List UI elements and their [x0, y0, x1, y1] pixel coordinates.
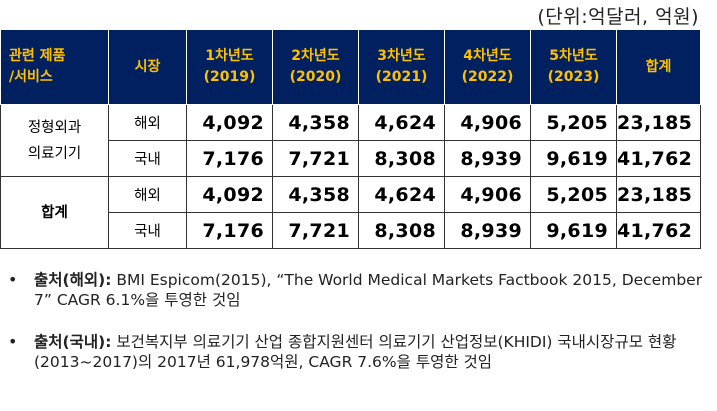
header-year-4: 4차년도 (2022)	[444, 29, 531, 105]
header-year-1: 1차년도 (2019)	[186, 29, 273, 105]
value-cell: 7,721	[272, 140, 359, 177]
header-year-5: 5차년도 (2023)	[530, 29, 617, 105]
table-row: 합계 해외 4,092 4,358 4,624 4,906 5,205 23,1…	[0, 176, 701, 249]
total-cell: 41,762	[616, 212, 701, 249]
value-cell: 5,205	[530, 104, 617, 141]
header-year-value: (2022)	[461, 69, 514, 85]
header-year-label: 1차년도	[205, 48, 254, 64]
value-cell: 8,939	[444, 212, 531, 249]
total-cell: 23,185	[616, 176, 701, 213]
total-cell: 41,762	[616, 140, 701, 177]
unit-caption: (단위:억달러, 억원)	[537, 6, 699, 28]
header-total: 합계	[616, 29, 701, 105]
value-cell: 9,619	[530, 212, 617, 249]
header-year-3: 3차년도 (2021)	[358, 29, 445, 105]
note-text: 출처(국내): 보건복지부 의료기기 산업 종합지원센터 의료기기 산업정보(K…	[34, 332, 708, 372]
product-cell-total: 합계	[0, 176, 109, 249]
header-product-line1: 관련 제품	[9, 48, 66, 64]
header-year-label: 4차년도	[463, 48, 512, 64]
market-size-table: 관련 제품 /서비스 시장 1차년도 (2019) 2차년도 (2020) 3차…	[0, 29, 701, 249]
note-body: 보건복지부 의료기기 산업 종합지원센터 의료기기 산업정보(KHIDI) 국내…	[34, 333, 677, 371]
note-overseas-source: • 출처(해외): BMI Espicom(2015), “The World …	[8, 270, 708, 310]
value-cell: 4,358	[272, 104, 359, 141]
bullet-icon: •	[8, 270, 18, 289]
header-year-value: (2023)	[547, 69, 600, 85]
value-cell: 7,176	[186, 212, 273, 249]
market-cell: 국내	[108, 140, 187, 177]
value-cell: 5,205	[530, 176, 617, 213]
value-cell: 4,092	[186, 176, 273, 213]
header-year-value: (2020)	[289, 69, 342, 85]
value-cell: 4,624	[358, 104, 445, 141]
value-cell: 4,624	[358, 176, 445, 213]
header-year-value: (2019)	[203, 69, 256, 85]
header-market: 시장	[108, 29, 187, 105]
table-row: 국내 7,176 7,721 8,308 8,939 9,619 41,762	[1, 212, 701, 249]
value-cell: 7,176	[186, 140, 273, 177]
note-text: 출처(해외): BMI Espicom(2015), “The World Me…	[34, 270, 708, 310]
value-cell: 8,308	[358, 212, 445, 249]
note-body: BMI Espicom(2015), “The World Medical Ma…	[34, 271, 703, 309]
value-cell: 8,308	[358, 140, 445, 177]
header-year-label: 3차년도	[377, 48, 426, 64]
market-cell: 해외	[108, 176, 187, 213]
source-notes: • 출처(해외): BMI Espicom(2015), “The World …	[8, 270, 708, 394]
table-row: 국내 7,176 7,721 8,308 8,939 9,619 41,762	[1, 140, 701, 177]
value-cell: 9,619	[530, 140, 617, 177]
product-cell-orthopedic: 정형외과 의료기기	[0, 104, 109, 177]
header-product-line2: /서비스	[9, 69, 53, 85]
product-line2: 의료기기	[27, 145, 82, 162]
table-row: 정형외과 의료기기 해외 4,092 4,358 4,624 4,906 5,2…	[0, 104, 701, 177]
note-domestic-source: • 출처(국내): 보건복지부 의료기기 산업 종합지원센터 의료기기 산업정보…	[8, 332, 708, 372]
table-header-row: 관련 제품 /서비스 시장 1차년도 (2019) 2차년도 (2020) 3차…	[0, 29, 701, 105]
value-cell: 8,939	[444, 140, 531, 177]
value-cell: 4,358	[272, 176, 359, 213]
product-line1: 정형외과	[27, 119, 82, 136]
market-cell: 해외	[108, 104, 187, 141]
note-label: 출처(해외):	[34, 271, 112, 289]
bullet-icon: •	[8, 332, 18, 351]
header-product: 관련 제품 /서비스	[0, 29, 109, 105]
value-cell: 7,721	[272, 212, 359, 249]
header-year-2: 2차년도 (2020)	[272, 29, 359, 105]
total-cell: 23,185	[616, 104, 701, 141]
value-cell: 4,906	[444, 176, 531, 213]
value-cell: 4,906	[444, 104, 531, 141]
header-year-value: (2021)	[375, 69, 428, 85]
value-cell: 4,092	[186, 104, 273, 141]
header-year-label: 2차년도	[291, 48, 340, 64]
header-year-label: 5차년도	[549, 48, 598, 64]
market-cell: 국내	[108, 212, 187, 249]
note-label: 출처(국내):	[34, 333, 112, 351]
